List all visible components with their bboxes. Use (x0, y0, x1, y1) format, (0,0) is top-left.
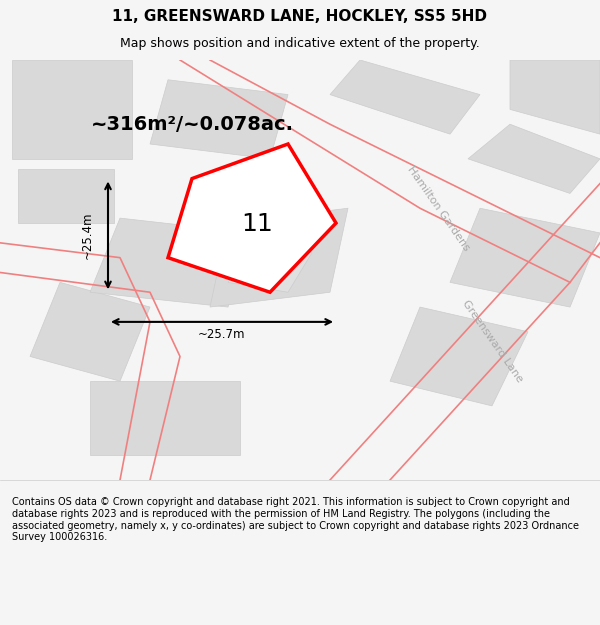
Text: ~25.4m: ~25.4m (80, 212, 94, 259)
Text: Map shows position and indicative extent of the property.: Map shows position and indicative extent… (120, 37, 480, 50)
Polygon shape (30, 282, 150, 381)
Text: 11, GREENSWARD LANE, HOCKLEY, SS5 5HD: 11, GREENSWARD LANE, HOCKLEY, SS5 5HD (113, 9, 487, 24)
Polygon shape (468, 124, 600, 193)
Polygon shape (450, 208, 600, 307)
Polygon shape (18, 169, 114, 223)
Text: 11: 11 (241, 212, 272, 236)
Text: ~25.7m: ~25.7m (198, 328, 246, 341)
Text: Hamilton Gardens: Hamilton Gardens (405, 164, 471, 252)
Polygon shape (90, 218, 252, 307)
Text: ~316m²/~0.078ac.: ~316m²/~0.078ac. (91, 115, 293, 134)
Polygon shape (90, 381, 240, 455)
Text: Greensward Lane: Greensward Lane (460, 299, 524, 384)
Polygon shape (210, 208, 348, 307)
Polygon shape (228, 243, 312, 292)
Polygon shape (330, 60, 480, 134)
Polygon shape (390, 307, 528, 406)
Text: Contains OS data © Crown copyright and database right 2021. This information is : Contains OS data © Crown copyright and d… (12, 498, 579, 542)
Polygon shape (150, 80, 288, 159)
Polygon shape (510, 60, 600, 134)
Polygon shape (168, 144, 336, 292)
Polygon shape (12, 60, 132, 159)
